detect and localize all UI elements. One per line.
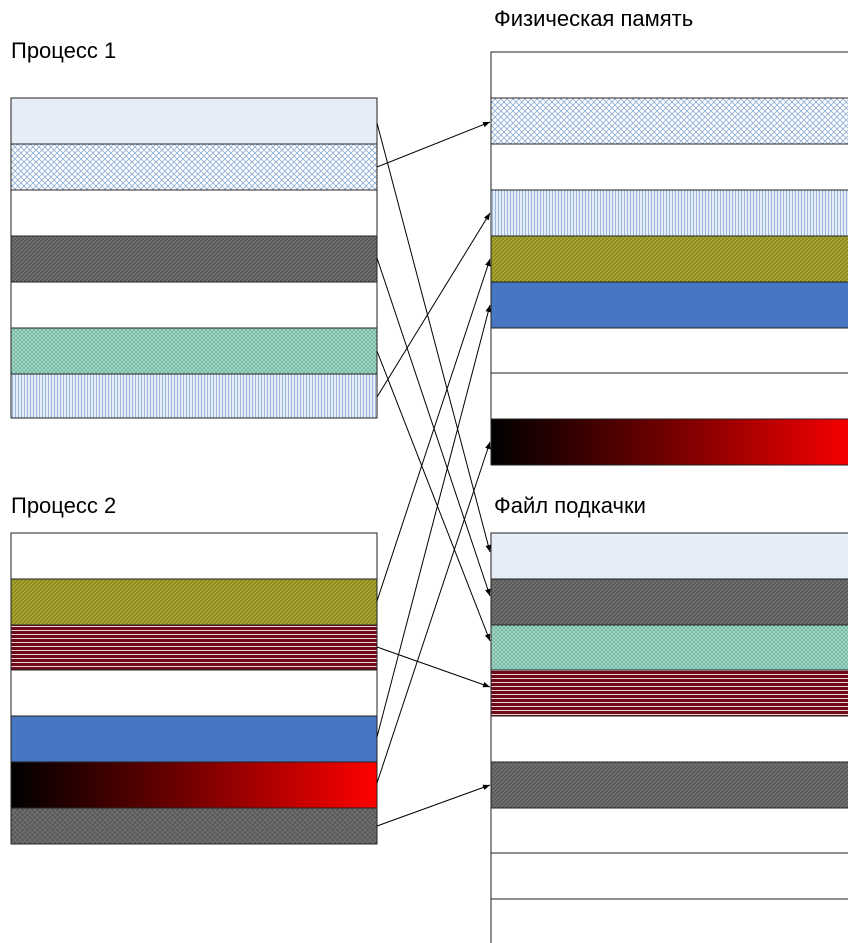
p1-page-1 — [10, 97, 378, 145]
p2-page-1 — [10, 532, 378, 580]
frame-5 — [490, 235, 848, 283]
swap-slot-4 — [490, 669, 848, 717]
arrow-p2-3-to-swap-4 — [376, 646, 491, 688]
arrow-p1-2-to-frame-2 — [376, 121, 491, 168]
arrow-p1-6-to-swap-3 — [376, 350, 491, 642]
swap-file-block — [490, 532, 848, 943]
arrow-p2-6-to-frame-9 — [376, 441, 491, 784]
arrow-p2-2-to-frame-5 — [376, 258, 491, 602]
process1-title: Процесс 1 — [11, 38, 117, 63]
swap-slot-9 — [490, 898, 848, 943]
frame-7 — [490, 327, 848, 374]
p2-page-2 — [10, 578, 378, 626]
frame-9 — [490, 418, 848, 466]
swap-slot-3 — [490, 624, 848, 671]
frame-3 — [490, 143, 848, 191]
swap-slot-8 — [490, 852, 848, 900]
arrow-p1-7-to-frame-4 — [376, 212, 491, 398]
swap-slot-7 — [490, 807, 848, 854]
p1-page-6 — [10, 327, 378, 375]
p2-page-5 — [10, 715, 378, 763]
physical-memory-block — [490, 51, 848, 466]
frame-1 — [490, 51, 848, 99]
p2-page-6 — [10, 761, 378, 809]
process1-block — [10, 97, 378, 419]
swap-slot-6 — [490, 761, 848, 809]
swap-slot-1 — [490, 532, 848, 580]
p1-page-4 — [10, 235, 378, 283]
frame-2 — [490, 97, 848, 145]
frame-8 — [490, 372, 848, 420]
p1-page-7 — [10, 373, 378, 419]
swap-file-title: Файл подкачки — [494, 493, 646, 518]
process2-title: Процесс 2 — [11, 493, 117, 518]
arrow-p1-1-to-swap-1 — [376, 122, 491, 553]
p1-page-2 — [10, 143, 378, 191]
arrow-p1-4-to-swap-2 — [376, 257, 491, 597]
frame-6 — [490, 281, 848, 329]
frame-4 — [490, 189, 848, 237]
p2-page-7 — [10, 807, 378, 845]
swap-slot-2 — [490, 578, 848, 626]
swap-slot-5 — [490, 715, 848, 763]
p2-page-3 — [10, 624, 378, 671]
arrow-p2-7-to-swap-6 — [376, 784, 491, 827]
physical-memory-title: Физическая память — [494, 6, 694, 31]
arrow-p2-5-to-frame-6 — [376, 304, 491, 738]
p1-page-5 — [10, 281, 378, 329]
p1-page-3 — [10, 189, 378, 237]
p2-page-4 — [10, 669, 378, 717]
process2-block — [10, 532, 378, 845]
mapping-arrows — [376, 121, 491, 827]
